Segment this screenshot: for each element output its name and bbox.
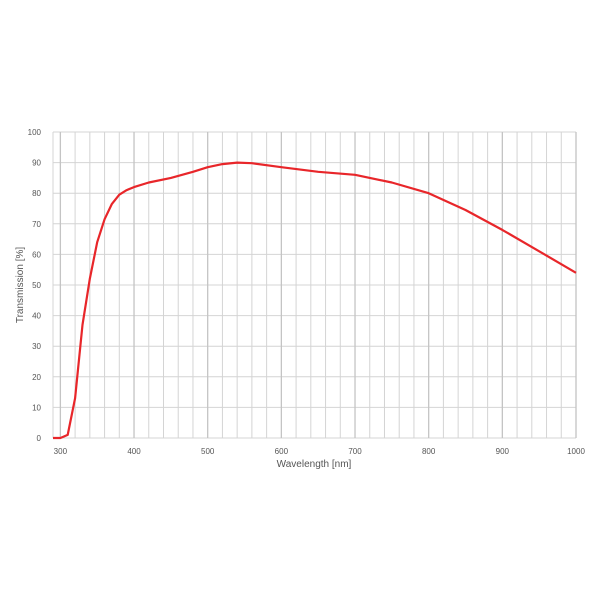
- y-tick-label: 70: [32, 220, 41, 229]
- y-tick-label: 50: [32, 281, 41, 290]
- x-axis-label: Wavelength [nm]: [277, 459, 352, 470]
- y-tick-label: 80: [32, 189, 41, 198]
- x-tick-label: 600: [275, 447, 289, 456]
- x-tick-label: 400: [127, 447, 141, 456]
- y-tick-label: 90: [32, 159, 41, 168]
- series-line: [53, 161, 577, 440]
- grid: [52, 131, 577, 439]
- x-tick-labels: 300 400 500 600 700 800 900 1000: [54, 447, 586, 456]
- y-tick-label: 100: [28, 128, 42, 137]
- y-tick-label: 10: [32, 403, 41, 412]
- x-tick-label: 700: [348, 447, 362, 456]
- y-tick-label: 0: [37, 434, 42, 443]
- y-tick-labels: 0 10 20 30 40 50 60 70 80 90 100: [28, 128, 42, 443]
- x-tick-label: 900: [496, 447, 510, 456]
- y-tick-label: 30: [32, 342, 41, 351]
- y-tick-label: 40: [32, 312, 41, 321]
- x-tick-label: 1000: [567, 447, 585, 456]
- y-tick-label: 60: [32, 250, 41, 259]
- x-tick-label: 300: [54, 447, 68, 456]
- y-axis-label: Transmission [%]: [15, 247, 26, 324]
- x-tick-label: 800: [422, 447, 436, 456]
- x-tick-label: 500: [201, 447, 215, 456]
- y-tick-label: 20: [32, 373, 41, 382]
